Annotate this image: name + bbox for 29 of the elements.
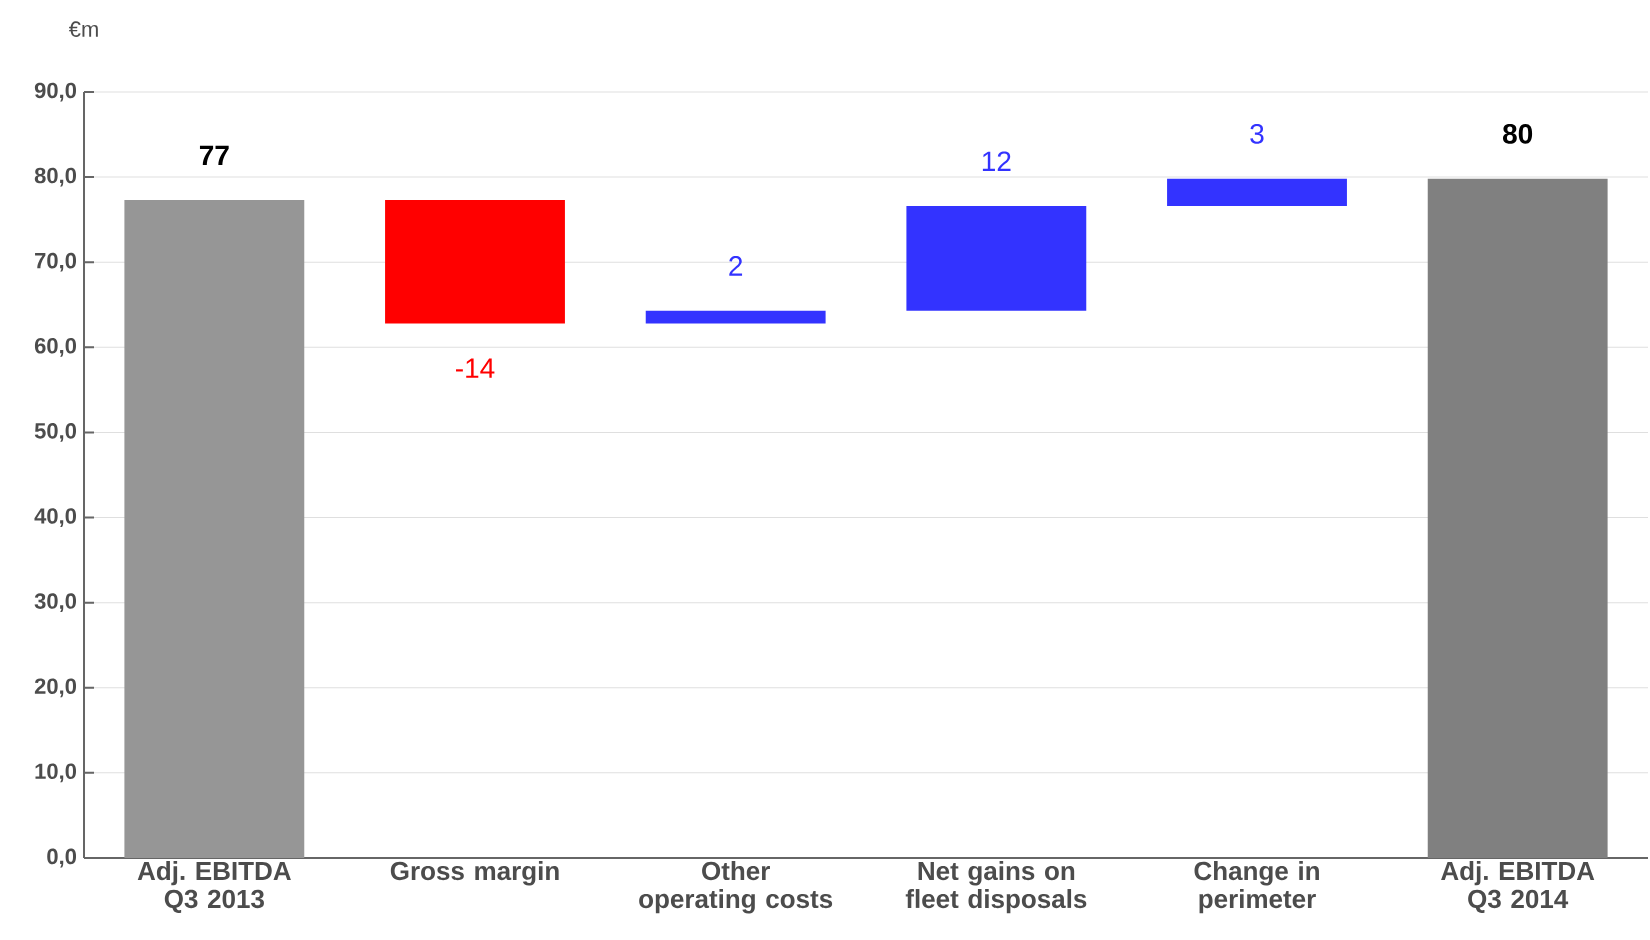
bar <box>645 310 826 324</box>
data-label: 12 <box>982 151 1011 171</box>
y-tick-label: 20,0 <box>34 678 77 698</box>
bar <box>906 206 1087 311</box>
x-tick-label: Net gains on fleet disposals <box>905 861 1087 914</box>
y-tick-label: 80,0 <box>34 167 77 187</box>
y-tick-label: 70,0 <box>35 252 77 272</box>
y-tick-label: 50,0 <box>34 423 77 442</box>
x-tick-label: Adj. EBITDA Q3 2014 <box>1441 861 1595 913</box>
bar <box>385 200 565 324</box>
y-tick-label: 90,0 <box>34 82 77 102</box>
y-tick-label: 10,0 <box>35 763 77 783</box>
bar <box>1427 178 1608 858</box>
x-tick-label: Adj. EBITDA Q3 2013 <box>137 861 291 913</box>
x-tick-label: Gross margin <box>390 861 559 886</box>
data-label: 2 <box>729 256 743 276</box>
bar <box>1167 178 1347 207</box>
data-label: 77 <box>199 145 229 166</box>
data-label: 3 <box>1250 123 1264 144</box>
y-tick-label: 60,0 <box>34 337 77 357</box>
data-label: 80 <box>1502 123 1533 144</box>
y-axis-title: €m <box>68 21 98 37</box>
y-tick-label: 40,0 <box>34 508 77 527</box>
y-tick-label: 0,0 <box>47 848 77 868</box>
bar <box>124 200 305 858</box>
x-tick-label: Other operating costs <box>639 861 833 914</box>
data-label: -14 <box>456 358 495 378</box>
x-tick-label: Change in perimeter <box>1194 861 1319 914</box>
y-tick-label: 30,0 <box>34 593 77 613</box>
